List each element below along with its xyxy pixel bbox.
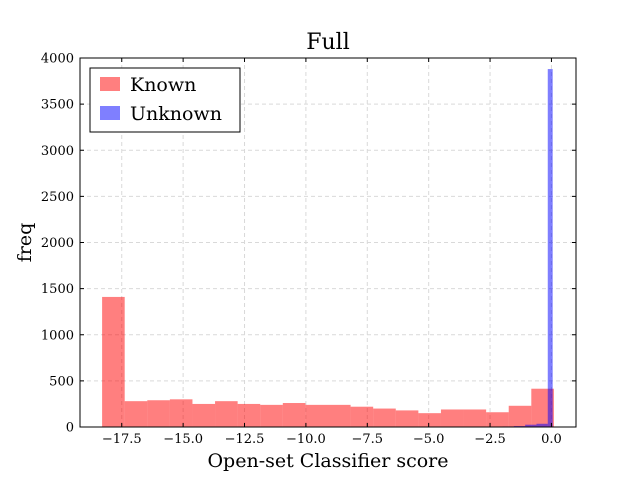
bar-known	[508, 405, 532, 427]
bar-known	[373, 408, 396, 427]
bar-known	[169, 399, 193, 427]
x-tick-label: −10.0	[286, 432, 326, 447]
y-tick-label: 3500	[41, 98, 74, 113]
y-tick-label: 3000	[41, 144, 74, 159]
y-tick-label: 1500	[41, 282, 74, 297]
bar-known	[486, 412, 509, 427]
bar-known	[237, 403, 261, 427]
y-tick-label: 1000	[41, 328, 74, 343]
bar-unknown	[547, 69, 553, 427]
bar-known	[440, 409, 464, 427]
legend-label-unknown: Unknown	[130, 103, 222, 125]
bar-known	[328, 404, 351, 427]
x-tick-label: 0.0	[541, 432, 562, 447]
y-tick-label: 4000	[41, 52, 74, 67]
legend-swatch-known	[100, 77, 120, 91]
chart-title: Full	[306, 30, 350, 55]
x-tick-label: −12.5	[225, 432, 265, 447]
x-tick-label: −2.5	[474, 432, 506, 447]
x-tick-label: −17.5	[102, 432, 142, 447]
x-tick-label: −15.0	[163, 432, 203, 447]
axis-ticks: −17.5 −15.0 −12.5 −10.0 −7.5 −5.0 −2.5 0.0 0 500 1…	[41, 52, 576, 447]
x-tick-label: −7.5	[351, 432, 383, 447]
bar-known	[350, 406, 374, 427]
bar-known	[147, 400, 170, 427]
legend-label-known: Known	[130, 74, 196, 96]
x-axis-label: Open-set Classifier score	[207, 450, 448, 472]
bar-known	[102, 296, 125, 427]
bar-known	[215, 401, 238, 427]
y-tick-label: 2000	[41, 236, 74, 251]
bar-unknown	[525, 424, 537, 427]
bar-known	[395, 410, 419, 427]
bar-known	[124, 401, 148, 427]
bar-known	[463, 409, 487, 427]
bars	[102, 69, 554, 427]
bar-known	[282, 403, 306, 427]
bar-known	[418, 413, 441, 427]
y-tick-label: 0	[66, 421, 74, 436]
legend: Known Unknown	[89, 67, 241, 133]
legend-swatch-unknown	[100, 106, 120, 120]
bar-known	[192, 403, 216, 427]
y-tick-label: 500	[49, 374, 74, 389]
bar-known	[305, 404, 328, 427]
y-axis-label: freq	[14, 223, 36, 263]
x-tick-label: −5.0	[413, 432, 445, 447]
bar-known	[260, 404, 283, 427]
bar-unknown	[536, 423, 548, 427]
y-tick-label: 2500	[41, 190, 74, 205]
